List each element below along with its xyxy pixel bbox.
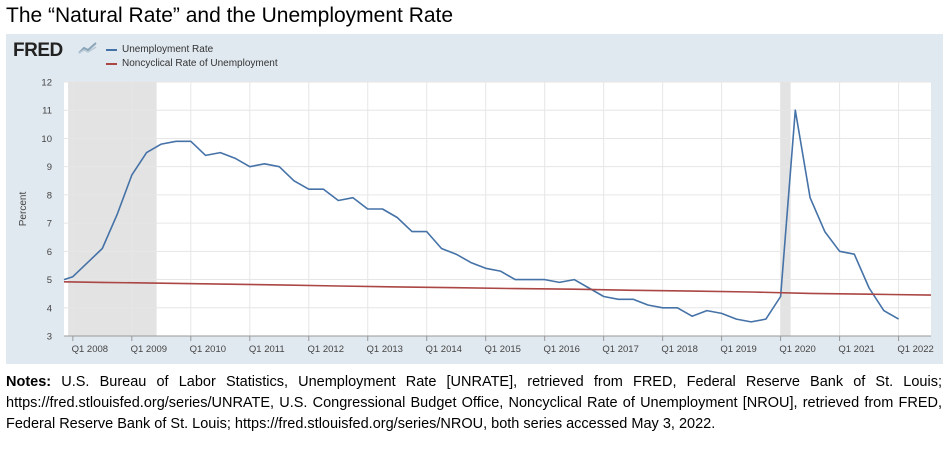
x-tick-label: Q1 2011 — [249, 344, 285, 355]
fred-logo-chart-icon — [78, 42, 97, 54]
legend-swatch-noncyclical-rate — [106, 63, 117, 65]
y-tick-label: 4 — [47, 303, 52, 314]
x-tick-label: Q1 2020 — [779, 344, 815, 355]
legend-item-noncyclical-rate: Noncyclical Rate of Unemployment — [106, 57, 278, 71]
fred-logo: FRED — [13, 40, 63, 61]
legend-item-unemployment-rate: Unemployment Rate — [106, 43, 278, 57]
y-tick-label: 3 — [47, 332, 52, 343]
x-tick-label: Q1 2012 — [308, 344, 344, 355]
y-tick-label: 10 — [41, 134, 52, 145]
x-tick-label: Q1 2019 — [720, 344, 756, 355]
y-tick-label: 9 — [47, 162, 52, 173]
y-tick-label: 7 — [47, 219, 52, 230]
x-tick-label: Q1 2009 — [131, 344, 167, 355]
series-line-unemployment-rate — [63, 109, 899, 323]
x-tick-label: Q1 2017 — [602, 344, 638, 355]
legend-swatch-unemployment-rate — [106, 49, 117, 51]
x-tick-label: Q1 2014 — [425, 344, 461, 355]
fred-chart-panel: FRED Unemployment Rate Noncyclical Rate … — [6, 34, 943, 364]
x-tick-label: Q1 2021 — [838, 344, 874, 355]
y-tick-label: 12 — [41, 78, 52, 89]
y-tick-label: 8 — [47, 190, 52, 201]
legend-label: Noncyclical Rate of Unemployment — [122, 58, 278, 69]
x-tick-label: Q1 2022 — [897, 344, 933, 355]
chart-title: The “Natural Rate” and the Unemployment … — [6, 4, 454, 27]
y-tick-label: 11 — [42, 106, 52, 117]
recession-band — [780, 82, 791, 336]
notes-text: U.S. Bureau of Labor Statistics, Unemplo… — [6, 374, 942, 432]
y-axis-label: Percent — [18, 192, 29, 227]
legend: Unemployment Rate Noncyclical Rate of Un… — [106, 43, 278, 71]
x-tick-label: Q1 2016 — [543, 344, 579, 355]
plot-area — [64, 82, 931, 336]
y-tick-label: 5 — [47, 275, 52, 286]
recession-band — [68, 82, 157, 336]
notes: Notes: U.S. Bureau of Labor Statistics, … — [6, 372, 942, 435]
x-tick-label: Q1 2018 — [661, 344, 697, 355]
x-tick-label: Q1 2013 — [367, 344, 403, 355]
x-tick-label: Q1 2015 — [484, 344, 520, 355]
x-tick-label: Q1 2008 — [72, 344, 108, 355]
series-line-noncyclical-rate — [63, 281, 932, 296]
legend-label: Unemployment Rate — [122, 44, 214, 55]
y-tick-label: 6 — [47, 247, 52, 258]
x-tick-label: Q1 2010 — [190, 344, 226, 355]
line-chart: 3 4 5 6 7 8 9 10 11 12 Q1 2008 Q1 2009 Q1 2010 Q1 201… — [18, 78, 934, 356]
notes-label: Notes: — [6, 374, 52, 390]
